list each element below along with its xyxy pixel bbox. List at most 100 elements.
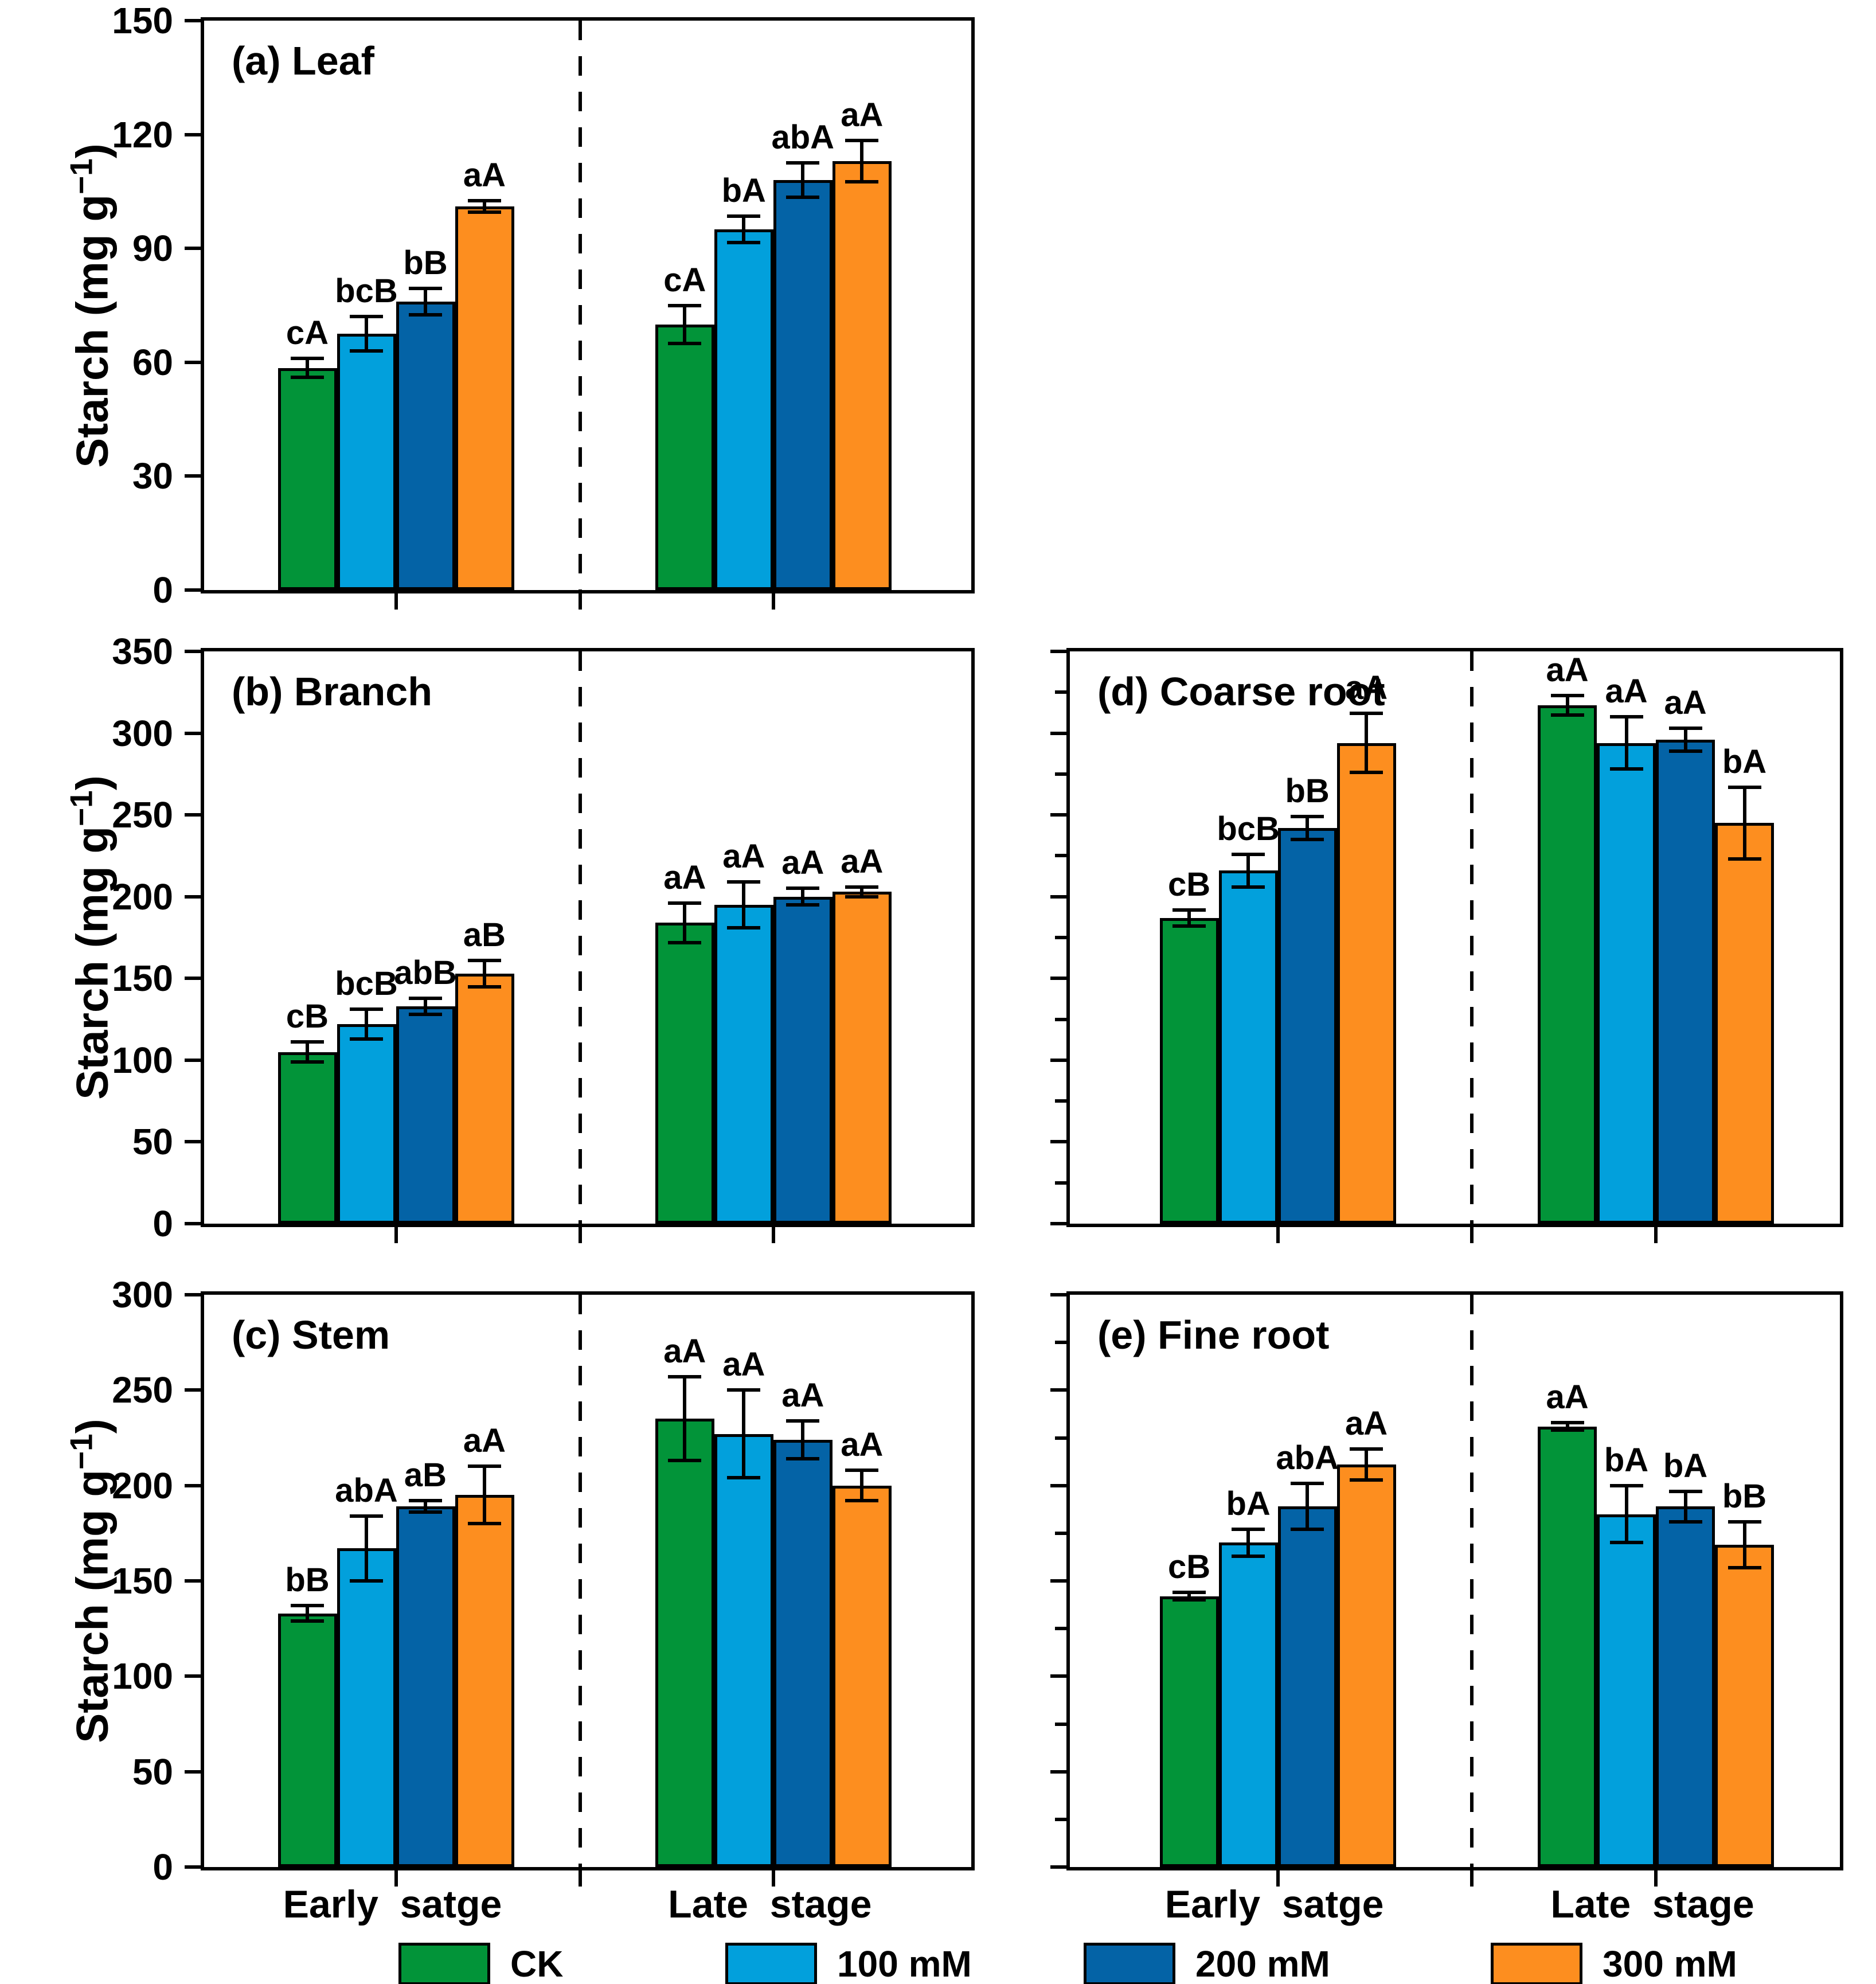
error-bar-cap (1668, 727, 1702, 731)
error-bar-cap (1350, 771, 1383, 774)
error-bar-cap (468, 199, 501, 203)
error-bar-cap (1232, 852, 1265, 856)
y-tick-label: 150 (112, 958, 173, 999)
error-bar (483, 201, 486, 213)
x-tick-mark (578, 1870, 582, 1887)
error-bar-cap (350, 315, 383, 319)
y-tick-label: 60 (132, 341, 173, 383)
significance-letter: bA (1226, 1485, 1271, 1523)
error-bar-cap (409, 1499, 442, 1503)
significance-letter: bB (1285, 772, 1330, 810)
y-axis-exponent: −1 (63, 790, 99, 826)
x-tick-mark (394, 593, 398, 610)
bar-CK-group0 (278, 1613, 337, 1867)
legend-label-200mM: 200 mM (1195, 1943, 1330, 1984)
error-bar (1742, 787, 1746, 860)
bar-100mM-group1 (714, 1434, 773, 1867)
significance-letter: aA (663, 859, 706, 897)
y-tick-mark (1050, 1388, 1066, 1392)
significance-letter: abB (394, 954, 457, 991)
y-tick-label: 120 (112, 114, 173, 155)
error-bar-cap (350, 349, 383, 353)
panel-title-a: (a) Leaf (232, 38, 374, 83)
stage-label-early-right: Early satge (1164, 1883, 1384, 1926)
bar-100mM-group0 (337, 334, 396, 590)
error-bar-cap (1550, 713, 1584, 717)
panel-title-d: (d) Coarse root (1097, 669, 1385, 714)
error-bar-cap (350, 1579, 383, 1583)
y-tick-mark-minor (1055, 1722, 1066, 1726)
error-bar-cap (727, 1476, 761, 1480)
panel-title-c: (c) Stem (232, 1313, 390, 1357)
error-bar-cap (409, 313, 442, 317)
significance-letter: cB (1168, 865, 1211, 903)
y-tick-mark-minor (1055, 1627, 1066, 1631)
y-axis-title: Starch (mg g−1) (63, 775, 118, 1100)
bar-300mM-group1 (832, 161, 892, 590)
legend-swatch-100mM (725, 1943, 817, 1984)
y-tick-mark-minor (1055, 1341, 1066, 1345)
error-bar-cap (1232, 1554, 1265, 1558)
significance-letter: aA (1664, 684, 1707, 722)
error-bar (801, 888, 805, 905)
x-tick-mark (1276, 1227, 1280, 1243)
error-bar-cap (409, 286, 442, 290)
significance-letter: bcB (335, 965, 398, 1003)
y-tick-mark (185, 977, 201, 981)
error-bar (483, 960, 486, 987)
error-bar-cap (1550, 1428, 1584, 1432)
bar-300mM-group1 (832, 892, 892, 1224)
error-bar (424, 1501, 427, 1513)
y-tick-label: 300 (112, 712, 173, 754)
significance-letter: abA (1276, 1439, 1339, 1477)
y-tick-mark (1050, 1483, 1066, 1487)
bar-300mM-group0 (1336, 1464, 1396, 1867)
y-tick-label: 0 (153, 1846, 173, 1888)
significance-letter: aA (1546, 651, 1589, 689)
significance-letter: bA (1722, 743, 1767, 780)
error-bar-cap (727, 241, 761, 245)
y-tick-label: 90 (132, 228, 173, 270)
error-bar-cap (786, 1457, 820, 1461)
error-bar (1565, 1422, 1569, 1431)
y-tick-mark (185, 360, 201, 364)
x-tick-mark (1470, 1870, 1474, 1887)
stage-label-late-left: Late stage (668, 1883, 872, 1926)
stage-divider-line (1470, 651, 1474, 1224)
bar-CK-group1 (655, 923, 714, 1224)
x-tick-mark (578, 1227, 582, 1243)
error-bar (683, 305, 687, 343)
x-tick-mark (771, 593, 775, 610)
error-bar-cap (668, 1375, 702, 1379)
error-bar-cap (1291, 1482, 1324, 1486)
bar-300mM-group1 (832, 1485, 892, 1867)
error-bar-cap (1172, 1590, 1206, 1594)
error-bar-cap (727, 880, 761, 884)
error-bar-cap (291, 376, 324, 380)
y-tick-mark (185, 1140, 201, 1144)
error-bar (306, 1606, 309, 1621)
bar-300mM-group1 (1715, 1544, 1775, 1867)
bar-100mM-group1 (714, 904, 773, 1224)
error-bar-cap (727, 1388, 761, 1392)
error-bar-cap (1609, 715, 1643, 719)
error-bar-cap (845, 885, 879, 889)
error-bar (1365, 1449, 1369, 1480)
y-tick-mark (1050, 1058, 1066, 1062)
error-bar-cap (786, 195, 820, 199)
significance-letter: aA (1345, 1405, 1388, 1443)
significance-letter: aA (663, 1333, 706, 1370)
error-bar-cap (668, 303, 702, 307)
y-tick-mark-minor (1055, 936, 1066, 939)
error-bar-cap (1728, 1565, 1761, 1569)
error-bar-cap (668, 1459, 702, 1463)
x-tick-mark (1276, 1870, 1280, 1887)
error-bar-cap (409, 1510, 442, 1514)
error-bar (365, 1009, 368, 1039)
legend-swatch-200mM (1084, 1943, 1175, 1984)
error-bar (860, 886, 864, 897)
error-bar-cap (1550, 1420, 1584, 1424)
error-bar (742, 882, 746, 928)
y-axis-exponent: −1 (63, 158, 99, 194)
